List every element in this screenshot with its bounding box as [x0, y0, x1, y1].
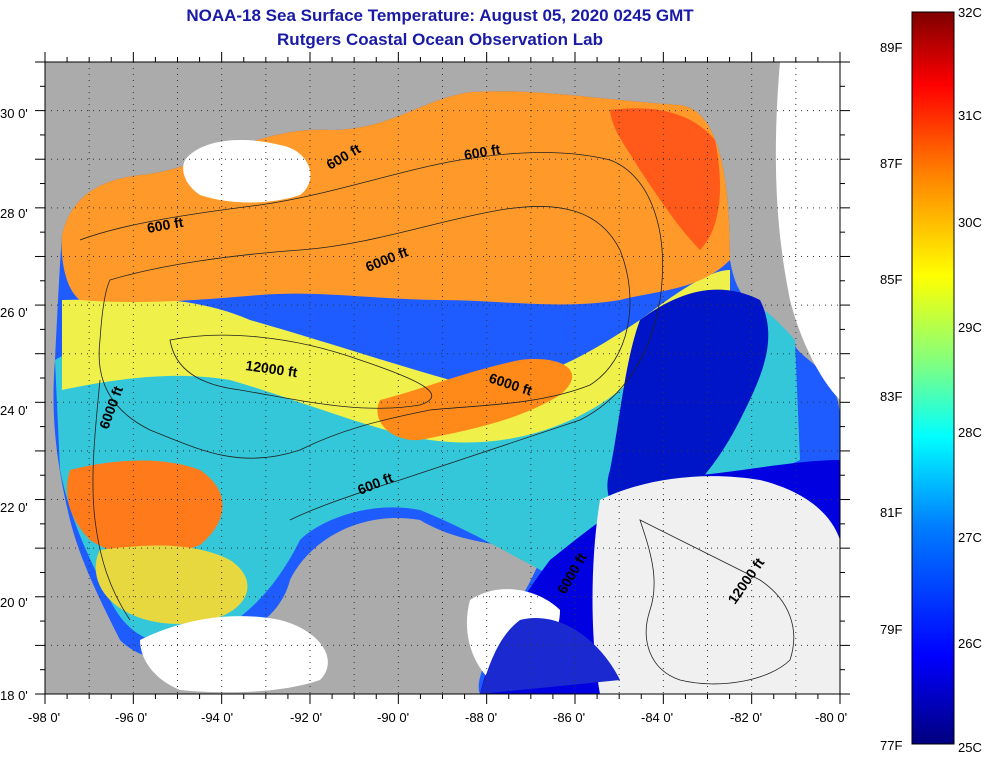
- y-tick-label: 26 0': [0, 305, 28, 320]
- contour-caribbean: [639, 519, 794, 685]
- colorbar-fahrenheit-label: 77F: [880, 738, 903, 753]
- cold-east-coast: [607, 289, 769, 522]
- warm-west: [66, 460, 223, 556]
- map-subtitle: Rutgers Coastal Ocean Observation Lab: [277, 30, 603, 49]
- colorbar-fahrenheit-label: 85F: [880, 272, 903, 287]
- y-tick-label: 18 0': [0, 688, 28, 703]
- contour-west: [92, 379, 131, 621]
- x-tick-label: -88 0': [465, 710, 498, 725]
- x-tick-label: -92 0': [290, 710, 323, 725]
- colorbar-celsius-label: 27C: [958, 530, 982, 545]
- cool-band: [55, 300, 800, 644]
- colorbar-fahrenheit-label: 81F: [880, 505, 903, 520]
- contour-label: 12000 ft: [245, 357, 299, 380]
- x-tick-label: -90 0': [377, 710, 410, 725]
- yellow-band: [62, 270, 730, 443]
- contour-label: 600 ft: [146, 214, 185, 236]
- contour-600ft: [79, 152, 663, 521]
- x-tick-label: -84 0': [641, 710, 674, 725]
- yellow-south: [95, 545, 248, 624]
- warm-loop: [377, 359, 573, 441]
- colorbar: [911, 11, 955, 745]
- tick-marks: [35, 52, 850, 704]
- contour-6000ft: [98, 205, 631, 459]
- x-tick-label: -82 0': [730, 710, 763, 725]
- cloud-yucatan: [140, 616, 328, 693]
- colorbar-celsius-label: 30C: [958, 215, 982, 230]
- x-tick-label: -86 0': [553, 710, 586, 725]
- map-title: NOAA-18 Sea Surface Temperature: August …: [186, 6, 694, 25]
- colorbar-fahrenheit-label: 83F: [880, 389, 903, 404]
- cloud-cuba-west: [480, 618, 620, 694]
- colorbar-celsius-label: 26C: [958, 636, 982, 651]
- colorbar-fahrenheit-label: 89F: [880, 40, 903, 55]
- x-tick-label: -80 0': [815, 710, 848, 725]
- x-tick-label: -98 0': [28, 710, 61, 725]
- colorbar-celsius-label: 28C: [958, 425, 982, 440]
- colorbar-celsius-label: 31C: [958, 108, 982, 123]
- x-tick-label: -96 0': [115, 710, 148, 725]
- contour-12000ft: [169, 334, 433, 409]
- colorbar-fahrenheit-label: 79F: [880, 622, 903, 637]
- warm-east: [610, 108, 720, 250]
- cloud-cuba: [592, 476, 840, 694]
- y-tick-label: 30 0': [0, 106, 28, 121]
- y-tick-label: 24 0': [0, 403, 28, 418]
- colorbar-celsius-label: 32C: [958, 5, 982, 20]
- cloud-louisiana: [183, 140, 311, 203]
- cloud-florida: [775, 62, 840, 400]
- colorbar-celsius-label: 25C: [958, 740, 982, 755]
- contour-label: 600 ft: [463, 141, 502, 163]
- warm-north: [61, 91, 730, 305]
- colorbar-fahrenheit-label: 87F: [880, 156, 903, 171]
- y-tick-label: 28 0': [0, 206, 28, 221]
- colorbar-celsius-label: 29C: [958, 320, 982, 335]
- y-tick-label: 22 0': [0, 500, 28, 515]
- y-tick-label: 20 0': [0, 595, 28, 610]
- x-tick-label: -94 0': [201, 710, 234, 725]
